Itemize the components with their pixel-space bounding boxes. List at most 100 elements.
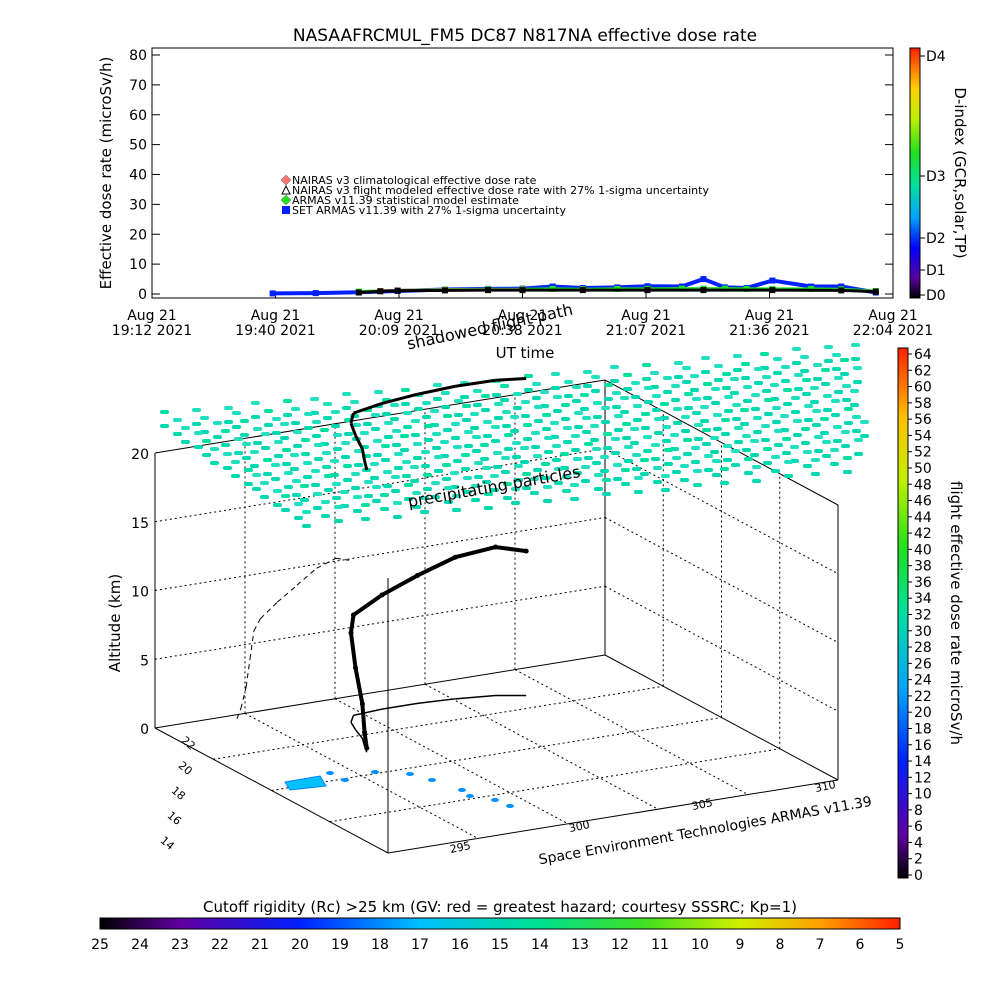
particle-mark xyxy=(814,449,823,453)
particle-mark xyxy=(724,409,733,413)
particle-mark xyxy=(764,398,773,402)
particle-mark xyxy=(522,486,531,490)
particle-mark xyxy=(684,392,693,396)
particle-mark xyxy=(181,440,190,444)
rc-tick-label: 8 xyxy=(776,937,785,953)
particle-mark xyxy=(670,433,679,437)
particle-mark xyxy=(471,498,480,502)
particle-mark xyxy=(764,412,773,416)
particle-mark xyxy=(453,459,462,463)
top-x-tick-label: Aug 21 xyxy=(868,308,918,324)
particle-mark xyxy=(804,404,813,408)
particle-mark xyxy=(551,372,560,376)
particle-mark xyxy=(472,449,481,453)
particle-mark xyxy=(753,430,762,434)
top-data-point xyxy=(769,287,776,294)
particle-mark xyxy=(794,387,803,391)
flight-path-point xyxy=(379,592,385,598)
particle-mark xyxy=(614,428,623,432)
particle-mark xyxy=(771,469,780,473)
particle-mark xyxy=(744,471,753,475)
particle-mark xyxy=(722,386,731,390)
particle-mark xyxy=(463,476,472,480)
particle-mark xyxy=(774,443,783,447)
particle-mark xyxy=(584,442,593,446)
particle-mark xyxy=(631,381,640,385)
particle-mark xyxy=(461,453,470,457)
legend-marker xyxy=(281,184,291,195)
dindex-tick-label: D3 xyxy=(926,169,946,185)
particle-mark xyxy=(314,443,323,447)
particle-mark xyxy=(173,418,182,422)
particle-mark xyxy=(532,396,541,400)
top-x-tick-label: 20:38 2021 xyxy=(482,323,562,339)
particle-mark xyxy=(832,367,841,371)
flight-path-point xyxy=(359,701,365,707)
particle-mark xyxy=(484,506,493,510)
particle-mark xyxy=(671,384,680,388)
particle-mark xyxy=(733,354,742,358)
particle-mark xyxy=(741,376,750,380)
particle-mark xyxy=(210,461,219,465)
particle-mark xyxy=(804,418,813,422)
particle-mark xyxy=(841,430,850,434)
particle-mark xyxy=(614,414,623,418)
particle-mark xyxy=(411,419,420,423)
particle-mark xyxy=(401,402,410,406)
particle-mark xyxy=(654,417,663,421)
particle-mark xyxy=(363,422,372,426)
particle-mark xyxy=(411,433,420,437)
particle-mark xyxy=(690,388,699,392)
particle-mark xyxy=(413,456,422,460)
particle-mark xyxy=(444,500,453,504)
particle-mark xyxy=(810,400,819,404)
particle-mark xyxy=(442,477,451,481)
dindex-colorbar xyxy=(909,47,921,299)
particle-mark xyxy=(840,358,849,362)
particle-mark xyxy=(840,372,849,376)
particle-mark xyxy=(192,422,201,426)
particle-mark xyxy=(831,413,840,417)
particle-mark xyxy=(424,424,433,428)
rc-contour-blob xyxy=(491,798,499,802)
particle-mark xyxy=(672,456,681,460)
particle-mark xyxy=(331,424,340,428)
particle-mark xyxy=(714,364,723,368)
particle-mark xyxy=(583,384,592,388)
flight-path-segment xyxy=(454,545,497,560)
top-data-point xyxy=(644,287,651,294)
particle-mark xyxy=(711,387,720,391)
dose-tick-label: 56 xyxy=(914,412,932,428)
particle-mark xyxy=(514,478,523,482)
particle-mark xyxy=(640,472,649,476)
particle-mark xyxy=(443,414,452,418)
particle-mark xyxy=(622,422,631,426)
particle-mark xyxy=(373,453,382,457)
particle-mark xyxy=(371,427,380,431)
flight-path-point xyxy=(452,554,458,560)
particle-mark xyxy=(611,437,620,441)
rc-tick-label: 14 xyxy=(531,937,549,953)
top-y-tick-label: 60 xyxy=(129,108,147,124)
particle-mark xyxy=(602,492,611,496)
particle-mark xyxy=(383,484,392,488)
particle-mark xyxy=(834,376,843,380)
particle-mark xyxy=(592,461,601,465)
particle-mark xyxy=(283,413,292,417)
particle-mark xyxy=(323,402,332,406)
particle-mark xyxy=(534,419,543,423)
particle-mark xyxy=(371,413,380,417)
particle-mark xyxy=(244,482,253,486)
dose-colorbar-label: flight effective dose rate microSv/h xyxy=(947,481,965,745)
particle-mark xyxy=(572,399,581,403)
particle-mark xyxy=(491,439,500,443)
particle-mark xyxy=(280,422,289,426)
particle-mark xyxy=(692,411,701,415)
flight-path-segment xyxy=(362,732,369,749)
top-data-point xyxy=(769,277,776,284)
rc-tick-label: 23 xyxy=(171,937,189,953)
particle-mark xyxy=(390,403,399,407)
particle-mark xyxy=(490,488,499,492)
particle-mark xyxy=(474,475,483,479)
dindex-tick-label: D1 xyxy=(926,263,946,279)
